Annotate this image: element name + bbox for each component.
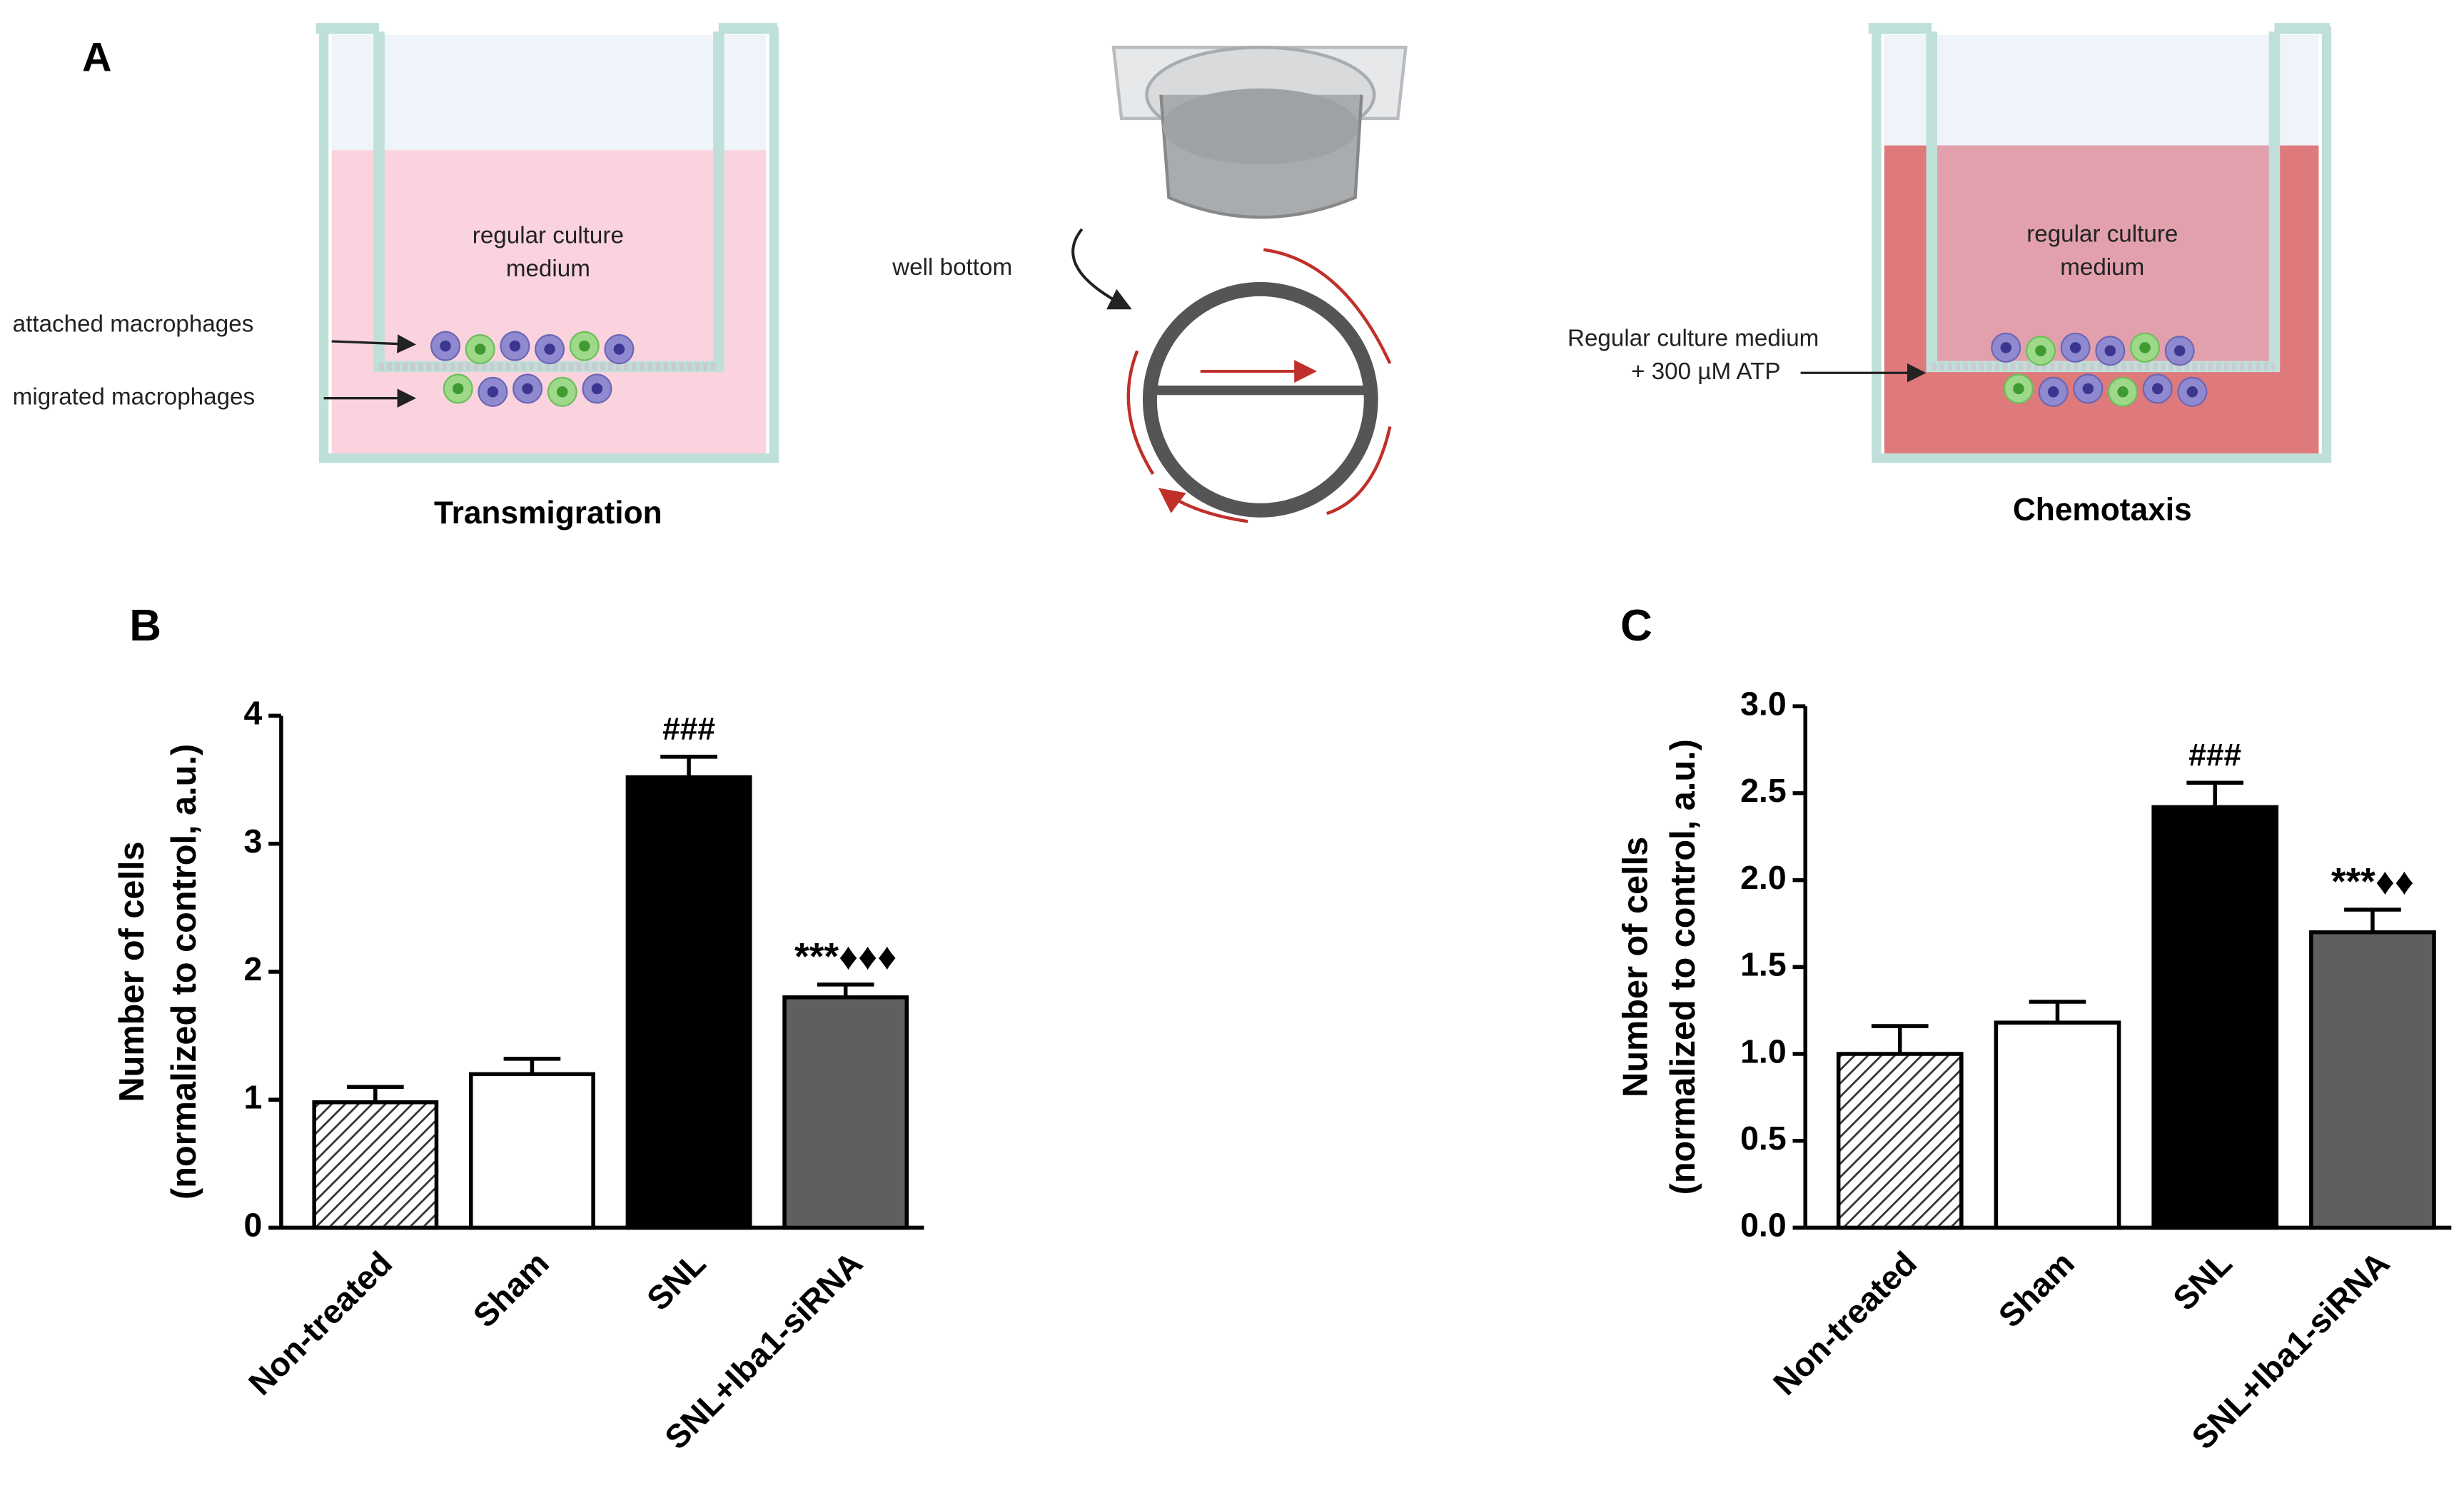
nucleus [2082, 383, 2094, 395]
bar [625, 775, 752, 1230]
attached-label: attached macrophages [13, 311, 254, 338]
atp-label: + 300 µM ATP [1631, 358, 1780, 385]
medium-label: medium [506, 256, 590, 282]
nucleus [544, 343, 555, 355]
x-tick-label: Non-treated [1766, 1245, 1924, 1402]
annotation: ### [2188, 738, 2241, 773]
right-well [1868, 23, 2332, 463]
nucleus [2035, 345, 2046, 357]
panel-label: B [129, 601, 161, 650]
y-tick-label: 1.0 [1740, 1032, 1787, 1070]
y-tick-label: 2.0 [1740, 859, 1787, 896]
medium-label: medium [2060, 254, 2144, 281]
y-axis-label: Number of cells [1617, 837, 1655, 1097]
x-tick-label: SNL [640, 1245, 712, 1317]
y-tick-label: 0 [243, 1207, 262, 1244]
nucleus [2186, 386, 2198, 398]
y-tick-label: 2 [243, 950, 262, 987]
caption: Chemotaxis [2013, 493, 2192, 528]
nucleus [591, 383, 603, 395]
bar [1994, 1020, 2121, 1230]
nucleus [2000, 342, 2012, 353]
nucleus [578, 340, 590, 352]
bar [1836, 1052, 1964, 1230]
panel-label: C [1620, 601, 1652, 650]
y-tick-label: 1.5 [1740, 946, 1787, 983]
annotation: ***♦♦ [2331, 861, 2414, 903]
nucleus [2013, 383, 2024, 395]
atp-label: Regular culture medium [1567, 326, 1819, 352]
y-tick-label: 2.5 [1740, 772, 1787, 809]
cells [430, 331, 635, 407]
nucleus [2069, 342, 2081, 353]
x-tick-label: Sham [466, 1245, 556, 1334]
arrow [331, 334, 417, 353]
bar [312, 1100, 439, 1230]
migrated-label: migrated macrophages [13, 383, 255, 410]
y-tick-label: 3.0 [1740, 685, 1787, 722]
x-tick-label: Sham [1991, 1245, 2081, 1334]
membrane-grid [1126, 248, 1392, 523]
nucleus [474, 343, 486, 355]
nucleus [2104, 345, 2116, 357]
panel-label: A [82, 34, 112, 80]
nucleus [2047, 386, 2059, 398]
nucleus [522, 383, 533, 395]
y-axis-label: (normalized to control, a.u.) [1664, 739, 1702, 1195]
arrow [1071, 228, 1132, 310]
insert-dish [1111, 46, 1408, 219]
nucleus [2173, 345, 2186, 357]
y-tick-label: 0.5 [1740, 1120, 1787, 1157]
nucleus [2139, 342, 2151, 353]
x-tick-label: SNL [2166, 1245, 2238, 1317]
y-tick-label: 4 [243, 695, 262, 732]
y-axis-label: Number of cells [113, 841, 151, 1102]
nucleus [2151, 383, 2163, 395]
y-tick-label: 0.0 [1740, 1207, 1787, 1244]
nucleus [487, 386, 499, 398]
y-axis-label: (normalized to control, a.u.) [165, 744, 203, 1200]
nucleus [440, 340, 451, 352]
caption: Transmigration [434, 496, 662, 531]
medium-label: regular culture [2026, 221, 2178, 247]
medium-label: regular culture [473, 223, 624, 249]
bar [2151, 805, 2279, 1230]
nucleus [452, 383, 464, 395]
nucleus [557, 386, 568, 398]
y-tick-label: 1 [243, 1078, 262, 1115]
cells [1991, 332, 2208, 407]
annotation: ### [662, 712, 715, 747]
nucleus [509, 340, 521, 352]
bar [469, 1072, 595, 1230]
nucleus [613, 343, 625, 355]
x-tick-label: Non-treated [241, 1245, 399, 1402]
nucleus [2117, 386, 2129, 398]
bar [782, 995, 909, 1230]
bar [2309, 930, 2436, 1230]
well-bottom-label: well bottom [892, 254, 1012, 281]
y-tick-label: 3 [243, 823, 262, 860]
annotation: ***♦♦♦ [794, 935, 897, 977]
